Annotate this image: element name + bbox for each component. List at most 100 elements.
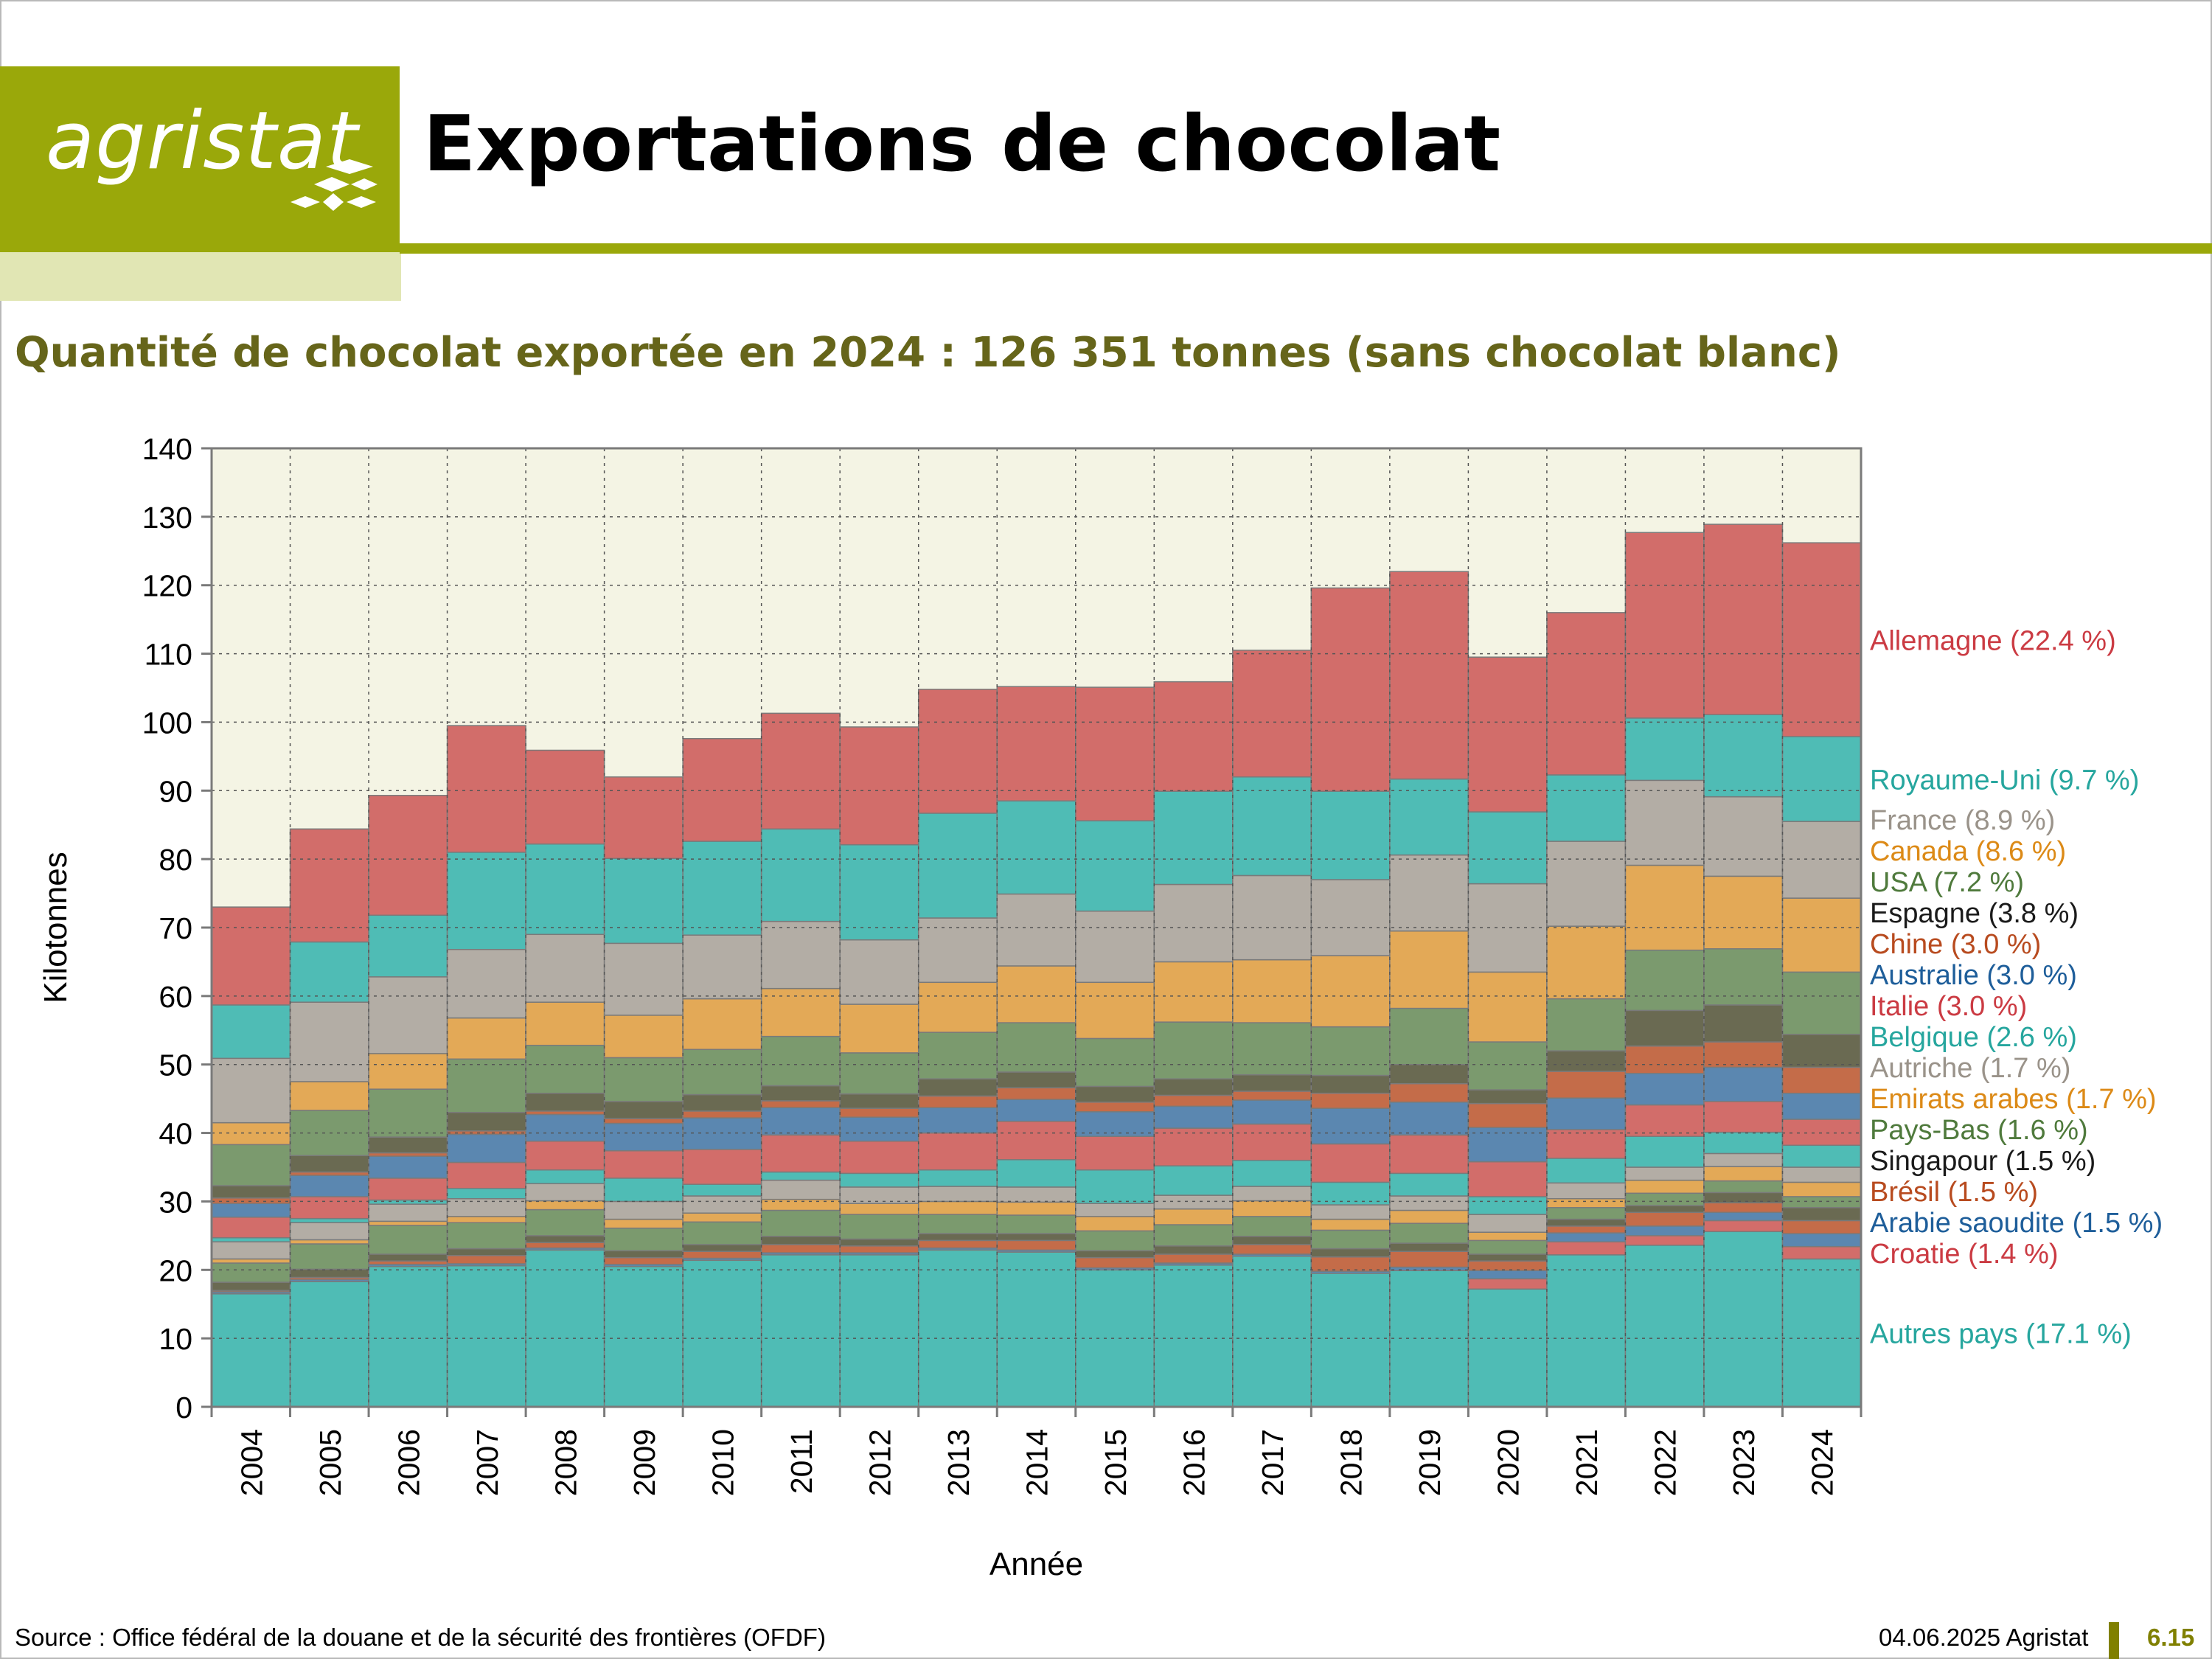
bar-segment-france-2021 [1546, 841, 1627, 927]
x-tick-label: 2004 [234, 1429, 268, 1496]
series-label-espagne: Espagne (3.8 %) [1870, 898, 2079, 929]
bar-segment-br-sil-2009 [603, 1256, 684, 1265]
bar-segment-belgique-2009 [603, 1178, 684, 1203]
bar-segment-belgique-2020 [1467, 1196, 1548, 1215]
x-tick-label: 2008 [549, 1429, 582, 1496]
bar-segment-singapour-2004 [211, 1281, 291, 1291]
bar-segment-australie-2021 [1546, 1097, 1627, 1130]
bar-segment-autres-pays-2004 [211, 1293, 291, 1408]
bar-segment-emirats-arabes-2007 [446, 1216, 526, 1223]
bar-segment-emirats-arabes-2004 [211, 1258, 291, 1264]
bar-segment-royaume-uni-2016 [1153, 790, 1234, 886]
bar-segment-belgique-2019 [1389, 1172, 1470, 1197]
bar-segment-emirats-arabes-2023 [1703, 1166, 1784, 1182]
x-tick-label: 2015 [1099, 1429, 1133, 1496]
bar-segment-australie-2024 [1781, 1092, 1862, 1120]
bar-segment-belgique-2004 [211, 1237, 291, 1242]
bar-segment-singapour-2019 [1389, 1242, 1470, 1252]
bar-segment-autriche-2019 [1389, 1195, 1470, 1211]
bar-segment-emirats-arabes-2009 [603, 1218, 684, 1229]
bar-segment-royaume-uni-2007 [446, 852, 526, 950]
bar-segment-australie-2005 [289, 1175, 369, 1197]
bar-segment-br-sil-2014 [996, 1239, 1077, 1251]
bar-segment-autres-pays-2011 [760, 1254, 841, 1408]
series-label-italie: Italie (3.0 %) [1870, 991, 2027, 1022]
bar-segment-canada-2015 [1075, 981, 1155, 1040]
bar-segment-chine-2021 [1546, 1071, 1627, 1099]
bar-segment-usa-2022 [1624, 949, 1705, 1012]
bar-segment-autres-pays-2008 [525, 1249, 605, 1408]
bar-segment-usa-2005 [289, 1110, 369, 1156]
bar-segment-belgique-2015 [1075, 1169, 1155, 1204]
bar-segment-canada-2014 [996, 965, 1077, 1023]
bar-segment-australie-2015 [1075, 1111, 1155, 1137]
bar-segment-autriche-2024 [1781, 1166, 1862, 1183]
bar-segment-autres-pays-2014 [996, 1251, 1077, 1408]
bar-segment-italie-2016 [1153, 1127, 1234, 1166]
bar-segment-autres-pays-2017 [1232, 1255, 1312, 1408]
agristat-logo [0, 66, 400, 252]
bar-segment-royaume-uni-2011 [760, 828, 841, 922]
bar-segment-emirats-arabes-2016 [1153, 1208, 1234, 1225]
bar-segment-italie-2019 [1389, 1134, 1470, 1175]
bar-segment-espagne-2013 [917, 1078, 998, 1097]
bar-segment-belgique-2005 [289, 1217, 369, 1223]
series-label-canada: Canada (8.6 %) [1870, 836, 2066, 867]
bar-segment-allemagne-2024 [1781, 542, 1862, 737]
bar-segment-br-sil-2019 [1389, 1251, 1470, 1268]
bar-segment-allemagne-2022 [1624, 532, 1705, 719]
bar-segment-singapour-2007 [446, 1248, 526, 1256]
bar-segment-royaume-uni-2006 [368, 914, 448, 978]
bar-segment-australie-2012 [839, 1116, 919, 1142]
bar-segment-singapour-2012 [839, 1238, 919, 1247]
bar-segment-usa-2008 [525, 1044, 605, 1094]
y-tick-label: 30 [159, 1185, 192, 1219]
bar-segment-usa-2013 [917, 1032, 998, 1079]
x-tick-label: 2010 [706, 1429, 740, 1496]
bar-segment-france-2023 [1703, 796, 1784, 877]
bar-segment-allemagne-2009 [603, 776, 684, 859]
bar-segment-italie-2024 [1781, 1119, 1862, 1147]
bar-segment-allemagne-2018 [1310, 587, 1391, 792]
bar-segment-allemagne-2016 [1153, 681, 1234, 792]
bar-segment-autres-pays-2007 [446, 1265, 526, 1408]
bar-segment-italie-2012 [839, 1140, 919, 1175]
bar-segment-singapour-2017 [1232, 1236, 1312, 1245]
bar-segment-usa-2023 [1703, 948, 1784, 1006]
x-tick-label: 2017 [1256, 1429, 1290, 1496]
x-axis-title: Année [990, 1546, 1083, 1582]
bar-segment-espagne-2019 [1389, 1063, 1470, 1085]
bar-segment-autriche-2022 [1624, 1166, 1705, 1181]
bar-segment-singapour-2024 [1781, 1207, 1862, 1222]
bar-segment-royaume-uni-2021 [1546, 774, 1627, 842]
series-label-belgique: Belgique (2.6 %) [1870, 1022, 2077, 1053]
bar-segment-australie-2009 [603, 1122, 684, 1152]
bar-segment-emirats-arabes-2014 [996, 1201, 1077, 1216]
bar-segment-br-sil-2020 [1467, 1260, 1548, 1271]
bar-segment-italie-2010 [682, 1149, 762, 1185]
y-tick-label: 40 [159, 1117, 192, 1151]
bar-segment-chine-2020 [1467, 1102, 1548, 1128]
bar-segment-belgique-2007 [446, 1188, 526, 1200]
bar-segment-pays-bas-2014 [996, 1214, 1077, 1234]
bar-segment-france-2009 [603, 942, 684, 1016]
bar-segment-pays-bas-2006 [368, 1225, 448, 1255]
bar-segment-usa-2010 [682, 1048, 762, 1096]
bar-segment-france-2019 [1389, 854, 1470, 932]
bar-segment-espagne-2015 [1075, 1085, 1155, 1103]
bar-segment-emirats-arabes-2015 [1075, 1216, 1155, 1232]
series-label-australie: Australie (3.0 %) [1870, 960, 2077, 991]
bar-segment-espagne-2008 [525, 1092, 605, 1112]
bar-segment-canada-2022 [1624, 864, 1705, 951]
bar-segment-pays-bas-2022 [1624, 1192, 1705, 1206]
bar-segment-allemagne-2014 [996, 686, 1077, 801]
bar-segment-pays-bas-2024 [1781, 1196, 1862, 1208]
bar-segment-canada-2004 [211, 1121, 291, 1146]
x-tick-label: 2009 [627, 1429, 661, 1496]
bar-segment-singapour-2021 [1546, 1218, 1627, 1227]
bar-segment-autres-pays-2013 [917, 1249, 998, 1408]
bar-segment-croatie-2021 [1546, 1241, 1627, 1256]
bar-segment-pays-bas-2015 [1075, 1230, 1155, 1252]
series-label-br-sil: Brésil (1.5 %) [1870, 1177, 2038, 1208]
x-tick-label: 2024 [1806, 1429, 1840, 1496]
